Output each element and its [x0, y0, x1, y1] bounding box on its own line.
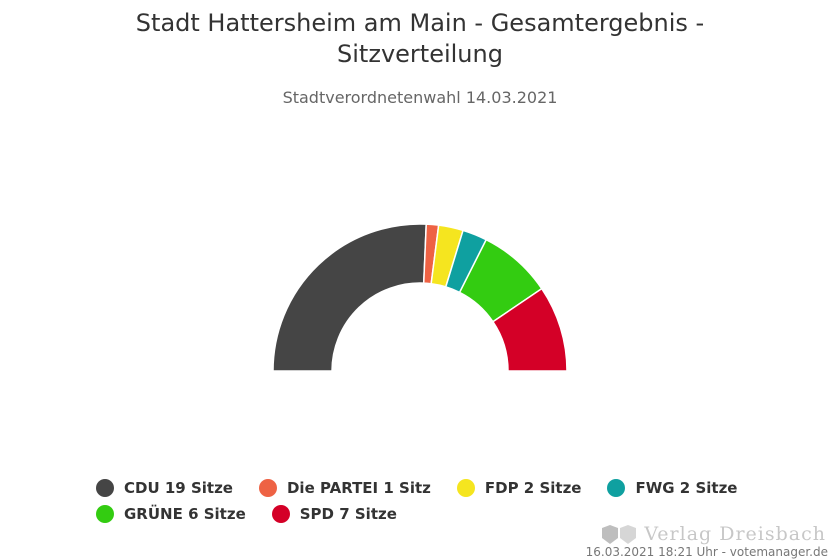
legend-item-fwg[interactable]: FWG 2 Sitze: [607, 478, 737, 498]
legend-item-grüne[interactable]: GRÜNE 6 Sitze: [96, 504, 246, 524]
legend-swatch: [271, 505, 290, 523]
legend-item-fdp[interactable]: FDP 2 Sitze: [456, 478, 582, 498]
legend-label: FWG 2 Sitze: [635, 479, 738, 497]
slice-cdu[interactable]: [272, 223, 428, 372]
chart-credits[interactable]: 16.03.2021 18:21 Uhr - votemanager.de: [585, 545, 828, 559]
legend-label: CDU 19 Sitze: [124, 479, 233, 497]
legend-swatch: [456, 479, 475, 497]
publisher-logo-icon: [602, 525, 637, 544]
legend-label: GRÜNE 6 Sitze: [124, 505, 246, 523]
legend-item-cdu[interactable]: CDU 19 Sitze: [96, 478, 233, 498]
chart-subtitle: Stadtverordnetenwahl 14.03.2021: [282, 88, 558, 107]
watermark: Verlag Dreisbach: [600, 522, 826, 546]
chart-title: Stadt Hattersheim am Main - Gesamtergebn…: [135, 9, 705, 68]
legend-item-die-partei[interactable]: Die PARTEI 1 Sitz: [258, 478, 431, 498]
legend-swatch: [607, 479, 626, 497]
slice-spd[interactable]: [491, 287, 568, 372]
legend-swatch: [96, 505, 114, 523]
legend-label: SPD 7 Sitze: [299, 505, 397, 523]
legend-item-spd[interactable]: SPD 7 Sitze: [271, 504, 397, 524]
watermark-text: Verlag Dreisbach: [644, 523, 826, 545]
legend-swatch: [96, 479, 114, 497]
chart-legend: CDU 19 Sitze Die PARTEI 1 Sitz FDP 2 Sitze…: [96, 478, 796, 524]
legend-label: FDP 2 Sitze: [484, 479, 582, 497]
legend-label: Die PARTEI 1 Sitz: [286, 479, 431, 497]
legend-swatch: [258, 479, 277, 497]
